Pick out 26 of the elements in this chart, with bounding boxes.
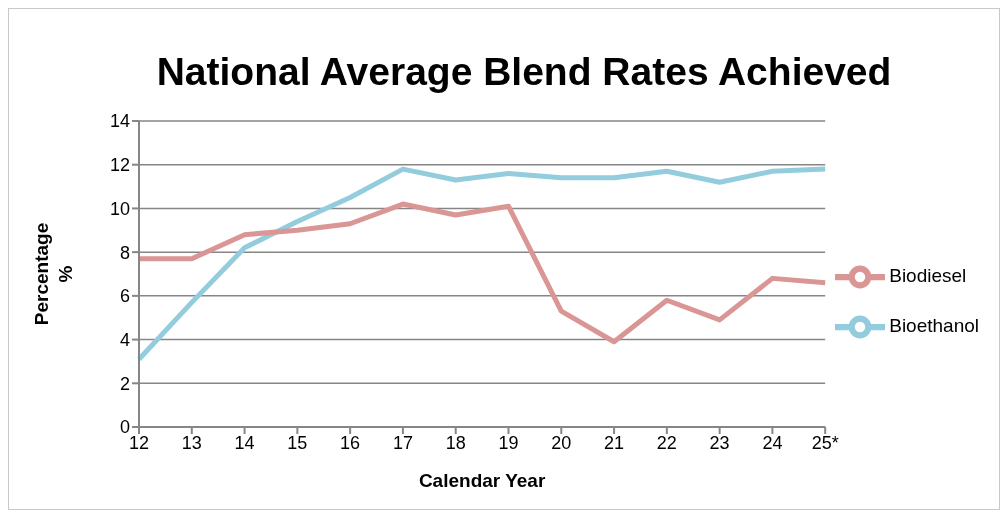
y-tick-label: 4 [119,329,130,350]
legend-label: Bioethanol [889,315,979,337]
y-tick-label: 10 [109,198,130,219]
y-tick-label: 12 [109,155,130,176]
x-tick-label: 22 [656,432,677,453]
y-tick-label: 8 [119,242,130,263]
x-tick-label: 15 [287,432,308,453]
x-tick-label: 21 [604,432,625,453]
y-tick-label: 6 [119,286,130,307]
y-tick-label: 14 [109,111,130,132]
chart-title: National Average Blend Rates Achieved [155,49,893,95]
x-axis-title: Calendar Year [418,470,546,491]
x-tick-label: 24 [762,432,783,453]
y-tick-label: 0 [119,417,130,438]
y-tick-label: 2 [119,373,130,394]
x-tick-label: 20 [551,432,572,453]
y-axis-title: Percentage % [31,222,76,326]
x-tick-label: 13 [181,432,202,453]
x-tick-label: 16 [340,432,361,453]
x-tick-label: 14 [234,432,255,453]
x-tick-label: 18 [445,432,466,453]
x-tick-label: 25* [811,432,839,453]
legend-label: Biodiesel [889,265,967,287]
x-tick-label: 19 [498,432,519,453]
x-tick-label: 17 [392,432,413,453]
x-tick-label: 23 [709,432,730,453]
